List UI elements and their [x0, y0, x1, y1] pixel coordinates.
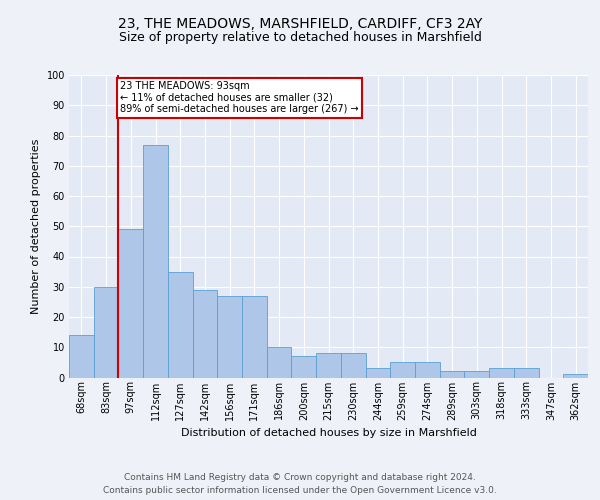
- Bar: [489, 368, 514, 378]
- Bar: [143, 144, 168, 378]
- Bar: [242, 296, 267, 378]
- Text: Size of property relative to detached houses in Marshfield: Size of property relative to detached ho…: [119, 32, 481, 44]
- Bar: [514, 368, 539, 378]
- Bar: [316, 354, 341, 378]
- Bar: [118, 230, 143, 378]
- Bar: [341, 354, 365, 378]
- Bar: [267, 347, 292, 378]
- Bar: [365, 368, 390, 378]
- Bar: [168, 272, 193, 378]
- Y-axis label: Number of detached properties: Number of detached properties: [31, 138, 41, 314]
- Bar: [94, 287, 118, 378]
- X-axis label: Distribution of detached houses by size in Marshfield: Distribution of detached houses by size …: [181, 428, 476, 438]
- Text: 23 THE MEADOWS: 93sqm
← 11% of detached houses are smaller (32)
89% of semi-deta: 23 THE MEADOWS: 93sqm ← 11% of detached …: [121, 81, 359, 114]
- Bar: [193, 290, 217, 378]
- Bar: [464, 372, 489, 378]
- Bar: [390, 362, 415, 378]
- Bar: [563, 374, 588, 378]
- Bar: [415, 362, 440, 378]
- Bar: [217, 296, 242, 378]
- Text: 23, THE MEADOWS, MARSHFIELD, CARDIFF, CF3 2AY: 23, THE MEADOWS, MARSHFIELD, CARDIFF, CF…: [118, 18, 482, 32]
- Bar: [69, 335, 94, 378]
- Text: Contains HM Land Registry data © Crown copyright and database right 2024.
Contai: Contains HM Land Registry data © Crown c…: [103, 474, 497, 495]
- Bar: [292, 356, 316, 378]
- Bar: [440, 372, 464, 378]
